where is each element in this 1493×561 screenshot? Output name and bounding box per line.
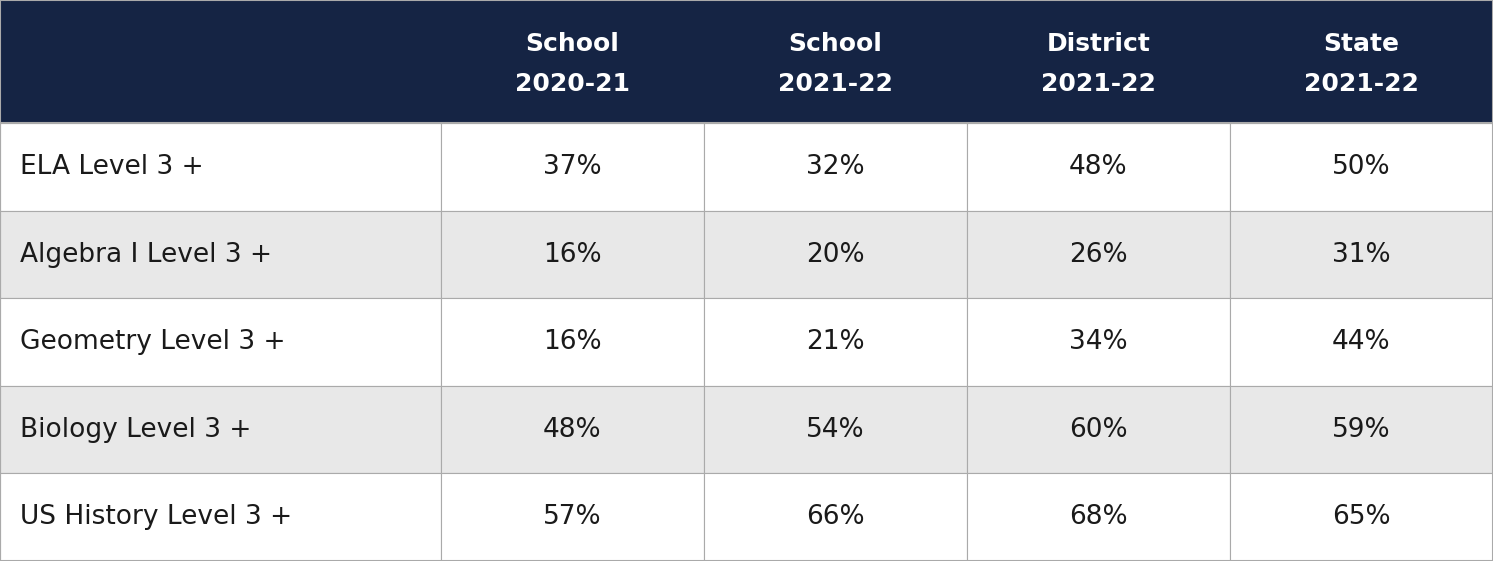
Bar — [0, 473, 440, 561]
Bar — [967, 0, 1230, 123]
Bar — [440, 473, 703, 561]
Text: 2020-21: 2020-21 — [515, 72, 630, 96]
Text: 54%: 54% — [806, 417, 864, 443]
Bar — [967, 123, 1230, 211]
Text: 44%: 44% — [1332, 329, 1391, 355]
Bar — [703, 386, 967, 473]
Text: 26%: 26% — [1069, 242, 1127, 268]
Bar — [0, 298, 440, 386]
Bar — [1230, 298, 1493, 386]
Text: 48%: 48% — [543, 417, 602, 443]
Text: 31%: 31% — [1332, 242, 1391, 268]
Text: District: District — [1047, 33, 1151, 57]
Text: 16%: 16% — [543, 242, 602, 268]
Bar — [703, 0, 967, 123]
Bar — [440, 211, 703, 298]
Text: 2021-22: 2021-22 — [778, 72, 893, 96]
Bar — [967, 211, 1230, 298]
Bar — [967, 386, 1230, 473]
Text: 50%: 50% — [1332, 154, 1391, 180]
Text: State: State — [1323, 33, 1399, 57]
Text: 66%: 66% — [806, 504, 864, 530]
Text: 32%: 32% — [806, 154, 864, 180]
Text: 59%: 59% — [1332, 417, 1391, 443]
Bar — [0, 386, 440, 473]
Text: 20%: 20% — [806, 242, 864, 268]
Bar — [0, 0, 440, 123]
Bar — [1230, 211, 1493, 298]
Bar — [703, 473, 967, 561]
Bar — [1230, 123, 1493, 211]
Bar — [0, 123, 440, 211]
Text: Algebra I Level 3 +: Algebra I Level 3 + — [19, 242, 272, 268]
Bar — [440, 298, 703, 386]
Text: 57%: 57% — [543, 504, 602, 530]
Text: 37%: 37% — [543, 154, 602, 180]
Text: 34%: 34% — [1069, 329, 1127, 355]
Text: 2021-22: 2021-22 — [1041, 72, 1156, 96]
Text: 65%: 65% — [1332, 504, 1391, 530]
Text: ELA Level 3 +: ELA Level 3 + — [19, 154, 203, 180]
Text: Geometry Level 3 +: Geometry Level 3 + — [19, 329, 285, 355]
Text: Biology Level 3 +: Biology Level 3 + — [19, 417, 251, 443]
Text: US History Level 3 +: US History Level 3 + — [19, 504, 293, 530]
Text: School: School — [526, 33, 620, 57]
Bar — [703, 211, 967, 298]
Bar — [967, 473, 1230, 561]
Bar — [1230, 0, 1493, 123]
Bar — [1230, 473, 1493, 561]
Bar — [967, 298, 1230, 386]
Text: 68%: 68% — [1069, 504, 1127, 530]
Bar — [440, 386, 703, 473]
Text: 16%: 16% — [543, 329, 602, 355]
Bar — [440, 0, 703, 123]
Bar — [703, 298, 967, 386]
Bar — [440, 123, 703, 211]
Text: School: School — [788, 33, 882, 57]
Text: 60%: 60% — [1069, 417, 1127, 443]
Text: 21%: 21% — [806, 329, 864, 355]
Bar — [1230, 386, 1493, 473]
Bar — [703, 123, 967, 211]
Text: 48%: 48% — [1069, 154, 1127, 180]
Bar — [0, 211, 440, 298]
Text: 2021-22: 2021-22 — [1303, 72, 1418, 96]
